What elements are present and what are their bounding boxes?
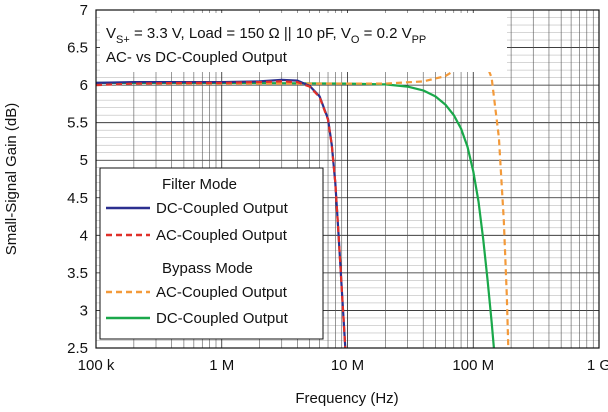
annotation-part-load: = 3.3 V, Load = 150 Ω || 10 pF, V (130, 25, 351, 42)
legend-label: DC-Coupled Output (156, 200, 289, 217)
legend: Filter Mode Bypass Mode DC-Coupled Outpu… (99, 167, 324, 340)
x-axis-label: Frequency (Hz) (295, 390, 398, 407)
y-tick-label: 5.5 (67, 115, 88, 132)
series-line (96, 81, 495, 349)
series-line (95, 80, 347, 349)
x-tick-label: 1 G (587, 357, 608, 374)
annotation-conditions: VS+ = 3.3 V, Load = 150 Ω || 10 pF, VO =… (106, 25, 426, 46)
legend-header-filter-mode: Filter Mode (162, 176, 237, 193)
annotation-part-sub-s: S+ (116, 34, 130, 46)
tick-labels: 100 k 1 M 10 M 100 M 1 G 2.5 3 3.5 4 4.5 5 5.5 6 6.5 7 (67, 2, 608, 374)
legend-header-bypass-mode: Bypass Mode (162, 260, 253, 277)
legend-label: DC-Coupled Output (156, 310, 289, 327)
legend-label: AC-Coupled Output (156, 227, 288, 244)
annotation-part-sub-o: O (351, 34, 360, 46)
y-tick-label: 7 (80, 2, 88, 19)
y-tick-label: 4 (80, 227, 88, 244)
annotation-part-vo: = 0.2 V (359, 25, 411, 42)
annotation-subtitle: AC- vs DC-Coupled Output (106, 49, 288, 66)
y-tick-label: 4.5 (67, 190, 88, 207)
x-tick-label: 10 M (331, 357, 364, 374)
x-tick-label: 100 k (78, 357, 115, 374)
annotation-part-sub-pp: PP (412, 34, 427, 46)
legend-label: AC-Coupled Output (156, 284, 288, 301)
y-tick-label: 5 (80, 152, 88, 169)
annotation-part-v: V (106, 25, 116, 42)
x-tick-label: 100 M (452, 357, 494, 374)
plot-frame (95, 9, 600, 349)
y-tick-label: 6 (80, 77, 88, 94)
y-tick-label: 6.5 (67, 40, 88, 57)
y-tick-label: 3 (80, 302, 88, 319)
y-tick-label: 3.5 (67, 265, 88, 282)
series-lines (95, 53, 510, 349)
y-axis-label: Small-Signal Gain (dB) (3, 103, 20, 256)
legend-entries: DC-Coupled Output AC-Coupled Output AC-Cou… (106, 200, 289, 327)
annotation-box: VS+ = 3.3 V, Load = 150 Ω || 10 pF, VO =… (100, 13, 507, 72)
y-tick-label: 2.5 (67, 340, 88, 357)
x-tick-label: 1 M (209, 357, 234, 374)
